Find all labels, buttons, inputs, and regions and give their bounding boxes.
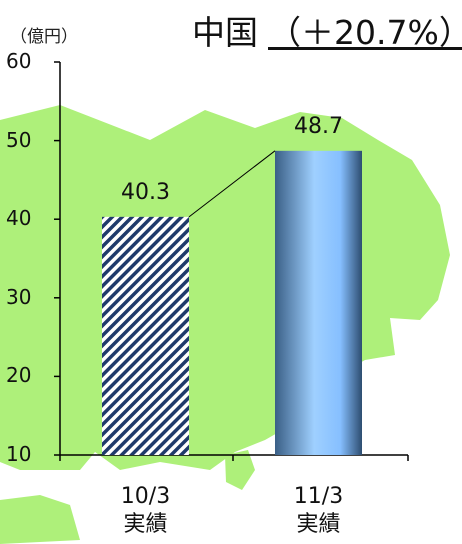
plot-area [54, 61, 409, 461]
region-title: 中国 [192, 13, 258, 52]
x-category-label-1: 10/3 実績 [96, 483, 196, 539]
connector-line [188, 150, 276, 218]
x-category-line: 実績 [296, 512, 341, 537]
map-island [225, 450, 255, 490]
china-map-silhouette [0, 105, 450, 470]
bar-2 [275, 150, 362, 455]
x-category-label-2: 11/3 実績 [269, 483, 369, 539]
y-tick-label: 20 [6, 363, 32, 388]
y-tick-label: 30 [6, 284, 32, 309]
x-category-line: 11/3 [293, 484, 344, 509]
map-bottom-fragment [0, 495, 80, 544]
value-label-1: 40.3 [121, 179, 170, 205]
bar-1 [102, 216, 189, 455]
map-peninsula [190, 290, 252, 395]
y-tick-label: 40 [6, 206, 32, 231]
chart-title: 中国 （＋20.7%） [192, 6, 462, 54]
value-label-2: 48.7 [294, 113, 343, 139]
growth-rate: （＋20.7%） [268, 13, 462, 52]
x-category-line: 10/3 [120, 484, 171, 509]
y-tick-label: 10 [6, 442, 32, 466]
unit-label: （億円） [10, 27, 78, 47]
y-tick-label: 50 [6, 127, 32, 152]
x-category-line: 実績 [123, 512, 168, 537]
y-tick-label: 60 [6, 49, 32, 73]
